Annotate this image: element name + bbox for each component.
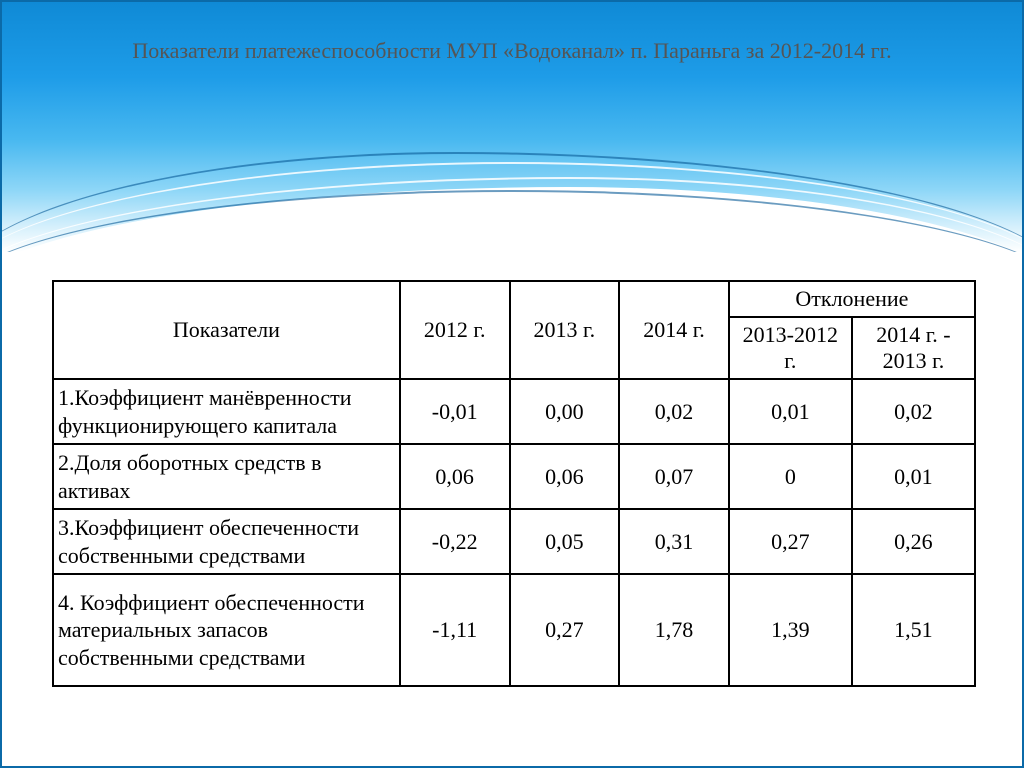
cell-value: 0,01 bbox=[729, 379, 852, 444]
cell-label: 3.Коэффициент обеспеченности собственным… bbox=[53, 509, 400, 574]
cell-value: 1,39 bbox=[729, 574, 852, 686]
cell-label: 1.Коэффициент манёвренности функционирую… bbox=[53, 379, 400, 444]
cell-value: 0,06 bbox=[510, 444, 620, 509]
th-2012: 2012 г. bbox=[400, 281, 510, 379]
cell-value: 0,02 bbox=[852, 379, 975, 444]
th-indicators: Показатели bbox=[53, 281, 400, 379]
cell-value: 0,26 bbox=[852, 509, 975, 574]
table-row: 1.Коэффициент манёвренности функционирую… bbox=[53, 379, 975, 444]
cell-value: 0,02 bbox=[619, 379, 729, 444]
table-row: 4. Коэффициент обеспеченности материальн… bbox=[53, 574, 975, 686]
cell-value: 0 bbox=[729, 444, 852, 509]
cell-value: 0,31 bbox=[619, 509, 729, 574]
th-2013: 2013 г. bbox=[510, 281, 620, 379]
cell-value: 0,05 bbox=[510, 509, 620, 574]
th-dev-13-12: 2013-2012 г. bbox=[729, 317, 852, 379]
cell-value: 1,78 bbox=[619, 574, 729, 686]
cell-value: 0,06 bbox=[400, 444, 510, 509]
solvency-table: Показатели 2012 г. 2013 г. 2014 г. Откло… bbox=[52, 280, 976, 687]
cell-value: -0,22 bbox=[400, 509, 510, 574]
th-dev-14-13: 2014 г. - 2013 г. bbox=[852, 317, 975, 379]
table-container: Показатели 2012 г. 2013 г. 2014 г. Откло… bbox=[52, 280, 976, 687]
cell-value: 0,27 bbox=[729, 509, 852, 574]
cell-value: 1,51 bbox=[852, 574, 975, 686]
cell-label: 4. Коэффициент обеспеченности материальн… bbox=[53, 574, 400, 686]
cell-value: 0,27 bbox=[510, 574, 620, 686]
th-2014: 2014 г. bbox=[619, 281, 729, 379]
slide: Показатели платежеспособности МУП «Водок… bbox=[0, 0, 1024, 768]
cell-value: 0,01 bbox=[852, 444, 975, 509]
table-row: 2.Доля оборотных средств в активах 0,06 … bbox=[53, 444, 975, 509]
cell-label: 2.Доля оборотных средств в активах bbox=[53, 444, 400, 509]
cell-value: -1,11 bbox=[400, 574, 510, 686]
table-row: 3.Коэффициент обеспеченности собственным… bbox=[53, 509, 975, 574]
cell-value: -0,01 bbox=[400, 379, 510, 444]
th-deviation: Отклонение bbox=[729, 281, 975, 317]
header-banner: Показатели платежеспособности МУП «Водок… bbox=[2, 2, 1022, 252]
slide-title: Показатели платежеспособности МУП «Водок… bbox=[2, 38, 1022, 64]
table-header-row-1: Показатели 2012 г. 2013 г. 2014 г. Откло… bbox=[53, 281, 975, 317]
cell-value: 0,07 bbox=[619, 444, 729, 509]
cell-value: 0,00 bbox=[510, 379, 620, 444]
